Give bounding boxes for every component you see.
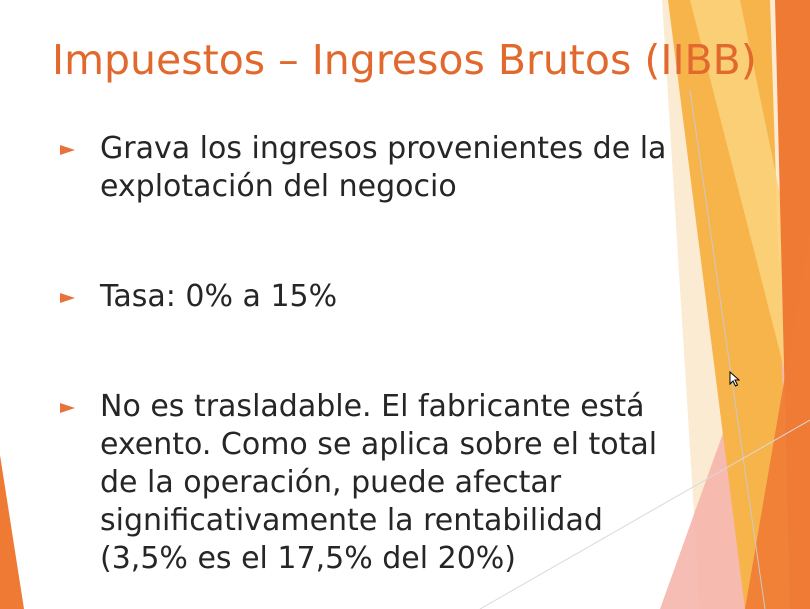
arrow-right-icon: [60, 293, 75, 303]
mouse-cursor-icon: [729, 371, 740, 387]
arrow-right-icon: [60, 403, 75, 413]
bullet-text: Tasa: 0% a 15%: [100, 279, 338, 314]
slide-title: Impuestos – Ingresos Brutos (IIBB): [52, 36, 757, 84]
deco-left-wedge: [0, 455, 24, 609]
bullet-list: Grava los ingresos provenientes de la ex…: [58, 130, 698, 578]
bullet-item: Tasa: 0% a 15%: [58, 278, 698, 316]
bullet-text: Grava los ingresos provenientes de la ex…: [100, 131, 667, 204]
deco-orange-lower: [745, 230, 810, 609]
deco-light-gold-wedge: [690, 0, 810, 470]
bullet-item: No es trasladable. El fabricante está ex…: [58, 388, 698, 578]
deco-thin-line: [689, 89, 766, 609]
bullet-text: No es trasladable. El fabricante está ex…: [100, 389, 658, 576]
deco-thin-line-2: [479, 419, 810, 609]
arrow-right-icon: [60, 145, 75, 155]
bullet-item: Grava los ingresos provenientes de la ex…: [58, 130, 698, 206]
